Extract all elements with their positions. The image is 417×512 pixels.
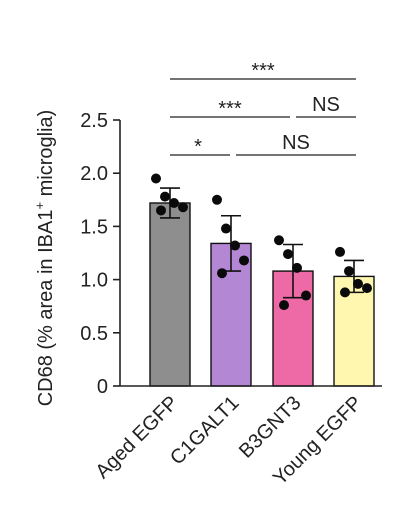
y-axis-label-main: CD68 (% area in IBA1	[35, 210, 57, 407]
y-axis-label-end: microglia)	[35, 110, 57, 202]
significance-label: ***	[251, 60, 275, 82]
x-category-label: Aged EGFP	[92, 392, 183, 483]
bar-1	[149, 202, 191, 387]
significance-label: NS	[282, 132, 310, 154]
data-point	[160, 191, 170, 202]
data-point	[221, 223, 231, 234]
data-point	[169, 197, 179, 208]
significance-label: *	[194, 136, 202, 158]
data-point	[178, 202, 188, 213]
data-point	[292, 262, 302, 273]
data-point	[239, 255, 249, 266]
y-tick-label: 1.5	[80, 216, 108, 238]
bars	[149, 202, 375, 387]
data-point	[362, 283, 372, 294]
data-point	[151, 173, 161, 184]
data-point	[217, 268, 227, 279]
data-point	[335, 246, 345, 257]
data-point	[340, 287, 350, 298]
y-tick-label: 0	[97, 376, 108, 398]
data-point	[212, 194, 222, 205]
y-tick-label: 2.0	[80, 163, 108, 185]
data-point	[283, 249, 293, 260]
significance-label: ***	[218, 98, 242, 120]
data-point	[274, 235, 284, 246]
y-axis: 0 0.5 1.0 1.5 2.0 2.5	[80, 110, 121, 398]
significance-label: NS	[312, 94, 340, 116]
y-tick-label: 2.5	[80, 110, 108, 132]
y-tick-label: 0.5	[80, 323, 108, 345]
y-axis-label: CD68 (% area in IBA1+ microglia)	[32, 110, 57, 407]
data-point	[156, 205, 166, 216]
data-point	[353, 278, 363, 289]
error-bars	[160, 187, 364, 299]
data-point	[344, 266, 354, 277]
data-point	[230, 240, 240, 251]
data-point	[301, 290, 311, 301]
data-points	[151, 173, 372, 311]
data-point	[279, 300, 289, 311]
significance-brackets: * NS *** NS ***	[170, 60, 356, 158]
y-axis-label-superscript: +	[32, 202, 47, 210]
y-tick-label: 1.0	[80, 270, 108, 292]
